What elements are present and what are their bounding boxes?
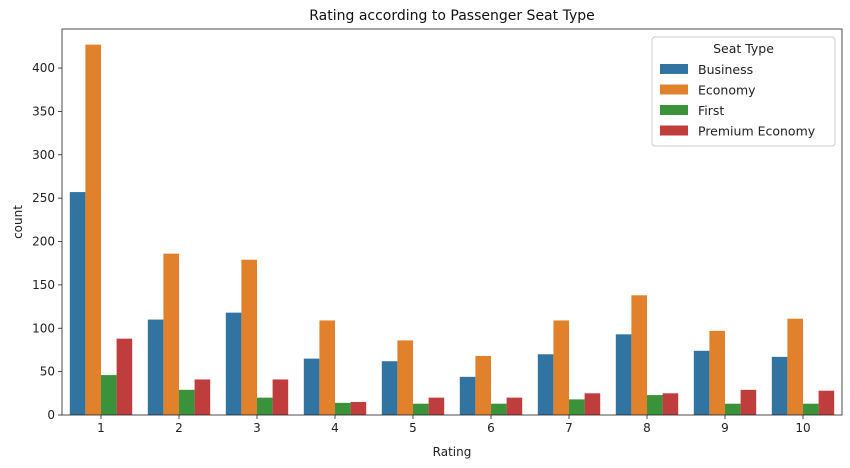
bar-business-9	[693, 350, 710, 415]
bar-economy-3	[241, 259, 257, 415]
x-tick-label: 6	[487, 421, 495, 435]
y-tick-label: 200	[32, 235, 55, 249]
bar-business-6	[459, 376, 476, 415]
legend-label-premium-economy: Premium Economy	[698, 124, 816, 139]
y-tick-label: 300	[32, 148, 55, 162]
bar-business-8	[615, 334, 632, 415]
bar-economy-5	[397, 340, 413, 415]
x-axis: 1 2 3 4 5 6 7 8 9 10	[97, 415, 811, 435]
y-axis: 0 50 100 150 200 250 300 350 400	[32, 61, 62, 422]
y-tick-label: 100	[32, 321, 55, 335]
bar-business-7	[537, 354, 554, 415]
y-tick-label: 50	[40, 365, 55, 379]
y-axis-title: count	[11, 205, 25, 239]
bar-first-4	[335, 402, 351, 415]
legend-swatch-business	[660, 64, 688, 74]
bar-economy-1	[85, 44, 101, 416]
x-axis-title: Rating	[433, 445, 472, 459]
bar-business-3	[225, 312, 242, 415]
x-tick-label: 9	[721, 421, 729, 435]
bar-business-2	[147, 319, 164, 415]
bar-premium-economy-5	[428, 397, 445, 415]
bar-business-4	[303, 358, 320, 415]
bar-first-9	[725, 403, 741, 415]
x-tick-label: 5	[409, 421, 417, 435]
bar-first-3	[257, 397, 273, 415]
bar-first-2	[179, 389, 195, 415]
bar-economy-7	[553, 320, 569, 415]
bar-first-5	[413, 403, 429, 415]
y-tick-label: 0	[47, 408, 55, 422]
bar-premium-economy-3	[272, 379, 289, 415]
bar-business-10	[771, 356, 788, 415]
bar-premium-economy-7	[584, 393, 601, 415]
x-tick-label: 2	[175, 421, 183, 435]
y-tick-label: 250	[32, 191, 55, 205]
bar-premium-economy-6	[506, 397, 523, 415]
x-tick-label: 8	[643, 421, 651, 435]
bar-premium-economy-2	[194, 379, 211, 415]
legend-title: Seat Type	[713, 41, 774, 56]
bar-first-7	[569, 399, 585, 415]
legend-label-first: First	[698, 103, 724, 118]
legend-label-business: Business	[698, 62, 753, 77]
y-tick-label: 350	[32, 104, 55, 118]
x-tick-label: 3	[253, 421, 261, 435]
bar-economy-8	[631, 295, 647, 415]
bar-first-8	[647, 395, 663, 415]
bar-economy-10	[787, 318, 803, 415]
bar-first-1	[101, 375, 117, 415]
x-tick-label: 7	[565, 421, 573, 435]
legend: Seat Type Business Economy First Premium Eco…	[651, 36, 836, 147]
legend-label-economy: Economy	[698, 83, 756, 98]
x-tick-label: 10	[795, 421, 810, 435]
x-tick-label: 1	[97, 421, 105, 435]
bar-premium-economy-8	[662, 393, 679, 415]
bar-economy-4	[319, 320, 335, 415]
y-tick-label: 150	[32, 278, 55, 292]
legend-frame	[651, 36, 836, 147]
bar-business-1	[69, 192, 86, 415]
legend-swatch-economy	[660, 84, 688, 95]
chart-title: Rating according to Passenger Seat Type	[309, 8, 594, 24]
plot-area	[69, 44, 835, 416]
bar-economy-9	[709, 330, 725, 415]
x-tick-label: 4	[331, 421, 339, 435]
bar-economy-6	[475, 356, 491, 415]
legend-swatch-premium-economy	[660, 125, 688, 136]
bar-premium-economy-1	[116, 338, 133, 415]
bar-first-10	[803, 403, 819, 415]
bar-first-6	[491, 403, 507, 415]
bar-premium-economy-4	[350, 401, 367, 415]
bar-premium-economy-10	[818, 390, 835, 415]
plot-frame	[61, 28, 843, 416]
y-tick-label: 400	[32, 61, 55, 75]
bar-business-5	[381, 361, 398, 415]
bar-premium-economy-9	[740, 389, 757, 415]
bar-economy-2	[163, 253, 179, 415]
legend-swatch-first	[660, 105, 688, 115]
